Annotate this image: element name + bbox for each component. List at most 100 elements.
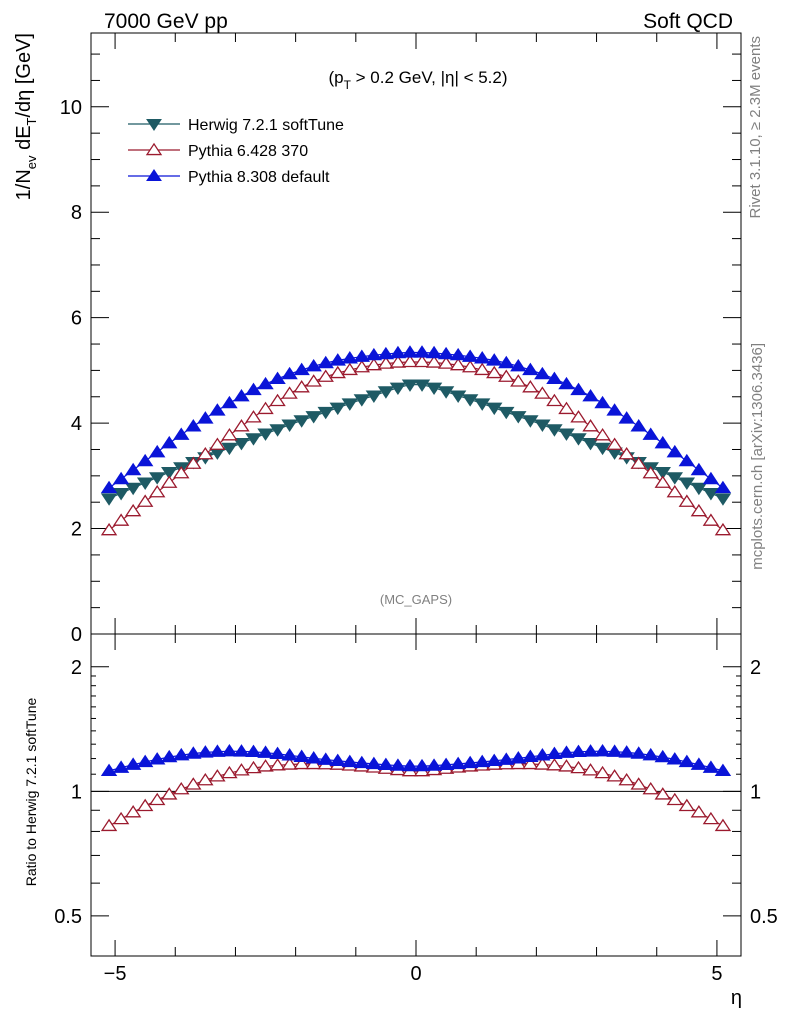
ratio-pythia8-line [108,750,724,772]
pythia8-point [594,395,611,409]
ratio-y-tick-label-left: 2 [71,657,82,679]
pythia6-point [678,494,696,507]
pythia6-point [666,484,684,498]
ratio-pythia8-point [197,745,214,758]
pythia8-point [148,444,166,458]
pythia6-point [546,393,563,407]
herwig-point [594,442,611,456]
pythia6-point [630,456,647,469]
ratio-pythia8-point [341,754,359,768]
pythia6-point [389,355,407,368]
ylabel-part-b: dE [13,125,35,155]
ylabel-part-c: /dη [GeV] [13,33,35,118]
pythia8-point [100,480,118,494]
legend-item-pythia8: Pythia 8.308 default [128,169,330,186]
herwig-point [582,437,599,451]
pythia8-point [473,351,491,364]
ratio-pythia8-point [630,746,647,759]
ratio-pythia8-point [233,744,250,757]
ratio-y-tick-label-left: 1 [71,781,82,803]
pythia6-point [413,354,431,368]
pythia6-point [197,446,214,460]
pythia8-point [353,349,371,362]
ratio-pythia8-point [666,752,684,765]
pythia8-point [112,471,130,485]
ratio-pythia8-point [293,749,310,762]
pythia8-point [305,358,322,372]
legend: Herwig 7.2.1 softTune Pythia 6.428 370 P… [128,117,344,186]
herwig-point [546,424,563,437]
ratio-pythia8-point [546,746,563,760]
ratio-pythia8-point [522,749,539,762]
ratio-pythia8-point [317,752,334,765]
ratio-y-tick-label-left: 0.5 [54,906,82,928]
ratio-pythia8-point [136,754,154,768]
herwig-point [510,411,527,424]
ratio-pythia6-point [209,769,226,782]
pythia8-point [329,353,346,366]
ratio-pythia8-point [365,756,383,770]
ratio-pythia8-point [437,757,455,771]
herwig-point [425,382,443,396]
ratio-pythia8-point [606,744,623,757]
ratio-pythia6-point [185,777,202,790]
pythia8-point [365,347,383,361]
x-tick-label: −5 [104,963,127,985]
pythia6-point [353,359,371,373]
pythia8-point [233,388,250,402]
herwig-point [233,437,250,451]
pythia8-point [317,355,334,369]
ratio-pythia8-point [461,755,479,769]
ratio-pythia8-point [594,743,611,757]
ratio-pythia8-point [389,758,407,771]
y-axis-label-ratio: Ratio to Herwig 7.2.1 softTune [23,697,39,886]
pythia8-point [486,353,503,366]
cut-label: (pT > 0.2 GeV, |η| < 5.2) [328,68,507,92]
ratio-pythia6-point [173,781,190,795]
ratio-pythia8-point [100,763,118,777]
series-pythia6 [100,354,732,536]
y-tick-label: 0 [71,624,82,646]
ratio-plot-frame [90,633,742,957]
y-tick-label: 10 [60,97,82,119]
ratio-pythia8-point [269,746,286,760]
pythia6-point [185,456,202,469]
pythia6-point [293,380,310,393]
herwig-point [437,386,455,399]
pythia8-point [425,345,443,359]
pythia8-point [389,345,407,359]
series-herwig [100,379,732,506]
pythia8-point [185,419,202,432]
ratio-pythia8-point [534,748,551,761]
pythia6-point [498,369,515,382]
herwig-point [124,482,142,496]
pythia6-line [108,361,724,531]
pythia8-point [690,462,708,476]
pythia8-point [281,366,298,380]
legend-item-herwig: Herwig 7.2.1 softTune [128,117,344,134]
herwig-point [161,466,178,480]
pythia6-point [618,446,635,460]
ratio-pythia8-point [401,758,419,772]
pythia6-point [473,362,491,376]
ratio-pythia6-point [124,805,142,818]
herwig-point [341,398,359,411]
pythia8-point [582,388,599,402]
pythia8-point [257,376,274,390]
ratio-pythia6-point [642,781,659,795]
y-tick-label: 8 [71,202,82,224]
herwig-point [305,411,322,424]
ratio-pythia8-point [377,757,395,771]
ratio-pythia8-point [582,744,599,757]
legend-label-pythia8: Pythia 8.308 default [188,169,330,186]
pythia6-point [702,513,720,526]
pythia8-point [498,355,515,369]
pythia6-point [594,428,611,441]
pythia8-point [630,419,647,432]
herwig-point [221,442,238,456]
pythia8-point [510,358,527,372]
pythia6-point [233,419,250,432]
herwig-point [329,402,346,416]
pythia8-point [341,351,359,364]
herwig-point [112,488,130,501]
